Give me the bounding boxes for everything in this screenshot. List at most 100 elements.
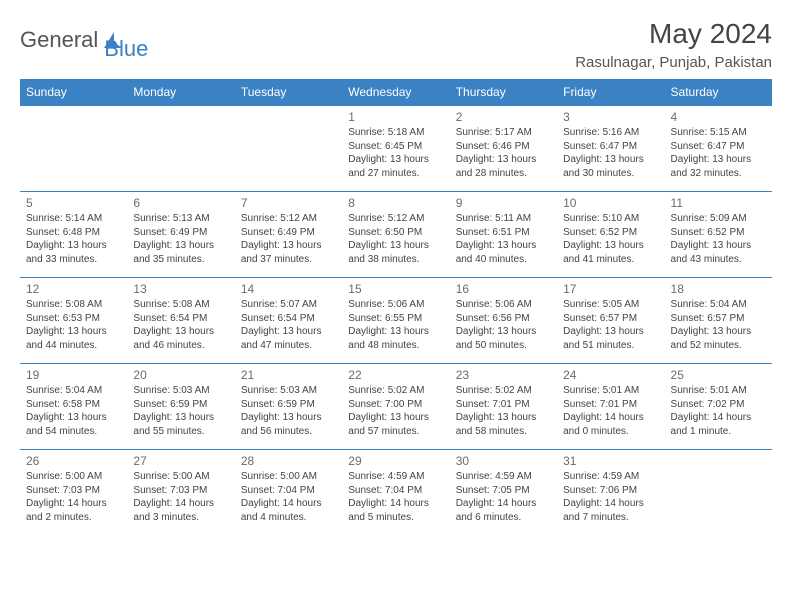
day-cell: 13 Sunrise: 5:08 AMSunset: 6:54 PMDayligh… — [127, 278, 234, 364]
day-cell: 7Sunrise: 5:12 AMSunset: 6:49 PMDaylight… — [235, 192, 342, 278]
day-info: Sunrise: 4:59 AMSunset: 7:06 PMDaylight:… — [563, 470, 658, 524]
day-cell: 27 Sunrise: 5:00 AMSunset: 7:03 PMDayligh… — [127, 450, 234, 536]
day-number: 9 — [456, 196, 551, 210]
day-cell: 30 Sunrise: 4:59 AMSunset: 7:05 PMDayligh… — [450, 450, 557, 536]
calendar-week-row: 5 Sunrise: 5:14 AMSunset: 6:48 PMDaylight… — [20, 192, 772, 278]
day-number: 27 — [133, 454, 228, 468]
day-info: Sunrise: 5:08 AMSunset: 6:54 PMDaylight:… — [133, 298, 228, 352]
day-cell: 3 Sunrise: 5:16 AMSunset: 6:47 PMDaylight… — [557, 106, 664, 192]
day-number: 13 — [133, 282, 228, 296]
logo-text-2: Blue — [104, 36, 148, 61]
day-info: Sunrise: 5:00 AMSunset: 7:04 PMDaylight:… — [241, 470, 336, 524]
day-info: Sunrise: 5:04 AMSunset: 6:57 PMDaylight:… — [671, 298, 766, 352]
day-number: 2 — [456, 110, 551, 124]
day-header-sat: Saturday — [665, 79, 772, 106]
day-info: Sunrise: 5:09 AMSunset: 6:52 PMDaylight:… — [671, 212, 766, 266]
day-info: Sunrise: 5:17 AMSunset: 6:46 PMDaylight:… — [456, 126, 551, 180]
day-info: Sunrise: 5:15 AMSunset: 6:47 PMDaylight:… — [671, 126, 766, 180]
day-info: Sunrise: 5:03 AMSunset: 6:59 PMDaylight:… — [133, 384, 228, 438]
empty-day-cell — [20, 106, 127, 192]
day-info: Sunrise: 4:59 AMSunset: 7:04 PMDaylight:… — [348, 470, 443, 524]
day-info: Sunrise: 5:16 AMSunset: 6:47 PMDaylight:… — [563, 126, 658, 180]
day-cell: 22 Sunrise: 5:02 AMSunset: 7:00 PMDayligh… — [342, 364, 449, 450]
day-cell: 25 Sunrise: 5:01 AMSunset: 7:02 PMDayligh… — [665, 364, 772, 450]
day-header-thu: Thursday — [450, 79, 557, 106]
day-number: 28 — [241, 454, 336, 468]
day-cell: 15Sunrise: 5:06 AMSunset: 6:55 PMDayligh… — [342, 278, 449, 364]
header: General Blue May 2024 Rasulnagar, Punjab… — [20, 18, 772, 71]
day-number: 23 — [456, 368, 551, 382]
day-cell: 9 Sunrise: 5:11 AMSunset: 6:51 PMDaylight… — [450, 192, 557, 278]
day-info: Sunrise: 5:10 AMSunset: 6:52 PMDaylight:… — [563, 212, 658, 266]
day-number: 20 — [133, 368, 228, 382]
day-number: 1 — [348, 110, 443, 124]
day-number: 25 — [671, 368, 766, 382]
day-cell: 26 Sunrise: 5:00 AMSunset: 7:03 PMDayligh… — [20, 450, 127, 536]
day-number: 26 — [26, 454, 121, 468]
day-number: 22 — [348, 368, 443, 382]
day-number: 10 — [563, 196, 658, 210]
day-cell: 24Sunrise: 5:01 AMSunset: 7:01 PMDayligh… — [557, 364, 664, 450]
day-number: 31 — [563, 454, 658, 468]
day-info: Sunrise: 5:11 AMSunset: 6:51 PMDaylight:… — [456, 212, 551, 266]
day-number: 5 — [26, 196, 121, 210]
day-info: Sunrise: 5:12 AMSunset: 6:50 PMDaylight:… — [348, 212, 443, 266]
day-number: 21 — [241, 368, 336, 382]
day-info: Sunrise: 5:06 AMSunset: 6:55 PMDaylight:… — [348, 298, 443, 352]
day-info: Sunrise: 5:01 AMSunset: 7:02 PMDaylight:… — [671, 384, 766, 438]
empty-day-cell — [235, 106, 342, 192]
day-cell: 5 Sunrise: 5:14 AMSunset: 6:48 PMDaylight… — [20, 192, 127, 278]
day-cell: 19 Sunrise: 5:04 AMSunset: 6:58 PMDayligh… — [20, 364, 127, 450]
day-cell: 20 Sunrise: 5:03 AMSunset: 6:59 PMDayligh… — [127, 364, 234, 450]
day-number: 12 — [26, 282, 121, 296]
day-header-tue: Tuesday — [235, 79, 342, 106]
day-info: Sunrise: 5:12 AMSunset: 6:49 PMDaylight:… — [241, 212, 336, 266]
day-number: 3 — [563, 110, 658, 124]
empty-day-cell — [665, 450, 772, 536]
logo: General Blue — [20, 18, 148, 62]
day-info: Sunrise: 5:03 AMSunset: 6:59 PMDaylight:… — [241, 384, 336, 438]
day-cell: 2 Sunrise: 5:17 AMSunset: 6:46 PMDaylight… — [450, 106, 557, 192]
day-cell: 18Sunrise: 5:04 AMSunset: 6:57 PMDayligh… — [665, 278, 772, 364]
day-info: Sunrise: 5:14 AMSunset: 6:48 PMDaylight:… — [26, 212, 121, 266]
day-number: 11 — [671, 196, 766, 210]
day-header-sun: Sunday — [20, 79, 127, 106]
day-info: Sunrise: 5:04 AMSunset: 6:58 PMDaylight:… — [26, 384, 121, 438]
calendar-table: Sunday Monday Tuesday Wednesday Thursday… — [20, 79, 772, 536]
day-cell: 12Sunrise: 5:08 AMSunset: 6:53 PMDayligh… — [20, 278, 127, 364]
day-cell: 23 Sunrise: 5:02 AMSunset: 7:01 PMDayligh… — [450, 364, 557, 450]
logo-text-1: General — [20, 27, 98, 53]
month-title: May 2024 — [575, 18, 772, 50]
calendar-week-row: 1Sunrise: 5:18 AMSunset: 6:45 PMDaylight… — [20, 106, 772, 192]
day-header-wed: Wednesday — [342, 79, 449, 106]
calendar-week-row: 12Sunrise: 5:08 AMSunset: 6:53 PMDayligh… — [20, 278, 772, 364]
day-number: 19 — [26, 368, 121, 382]
day-number: 16 — [456, 282, 551, 296]
calendar-body: 1Sunrise: 5:18 AMSunset: 6:45 PMDaylight… — [20, 106, 772, 536]
day-header-mon: Monday — [127, 79, 234, 106]
day-number: 14 — [241, 282, 336, 296]
day-cell: 10 Sunrise: 5:10 AMSunset: 6:52 PMDayligh… — [557, 192, 664, 278]
title-block: May 2024 Rasulnagar, Punjab, Pakistan — [575, 18, 772, 71]
day-info: Sunrise: 5:02 AMSunset: 7:00 PMDaylight:… — [348, 384, 443, 438]
day-info: Sunrise: 5:00 AMSunset: 7:03 PMDaylight:… — [26, 470, 121, 524]
day-cell: 8Sunrise: 5:12 AMSunset: 6:50 PMDaylight… — [342, 192, 449, 278]
day-cell: 28 Sunrise: 5:00 AMSunset: 7:04 PMDayligh… — [235, 450, 342, 536]
calendar-week-row: 19 Sunrise: 5:04 AMSunset: 6:58 PMDayligh… — [20, 364, 772, 450]
day-number: 6 — [133, 196, 228, 210]
day-cell: 11 Sunrise: 5:09 AMSunset: 6:52 PMDayligh… — [665, 192, 772, 278]
day-number: 30 — [456, 454, 551, 468]
day-info: Sunrise: 5:02 AMSunset: 7:01 PMDaylight:… — [456, 384, 551, 438]
day-info: Sunrise: 5:00 AMSunset: 7:03 PMDaylight:… — [133, 470, 228, 524]
day-cell: 14 Sunrise: 5:07 AMSunset: 6:54 PMDayligh… — [235, 278, 342, 364]
day-info: Sunrise: 4:59 AMSunset: 7:05 PMDaylight:… — [456, 470, 551, 524]
day-cell: 29Sunrise: 4:59 AMSunset: 7:04 PMDayligh… — [342, 450, 449, 536]
calendar-week-row: 26 Sunrise: 5:00 AMSunset: 7:03 PMDayligh… — [20, 450, 772, 536]
day-info: Sunrise: 5:07 AMSunset: 6:54 PMDaylight:… — [241, 298, 336, 352]
day-number: 17 — [563, 282, 658, 296]
day-header-fri: Friday — [557, 79, 664, 106]
day-info: Sunrise: 5:05 AMSunset: 6:57 PMDaylight:… — [563, 298, 658, 352]
day-header-row: Sunday Monday Tuesday Wednesday Thursday… — [20, 79, 772, 106]
day-cell: 31 Sunrise: 4:59 AMSunset: 7:06 PMDayligh… — [557, 450, 664, 536]
day-cell: 21 Sunrise: 5:03 AMSunset: 6:59 PMDayligh… — [235, 364, 342, 450]
